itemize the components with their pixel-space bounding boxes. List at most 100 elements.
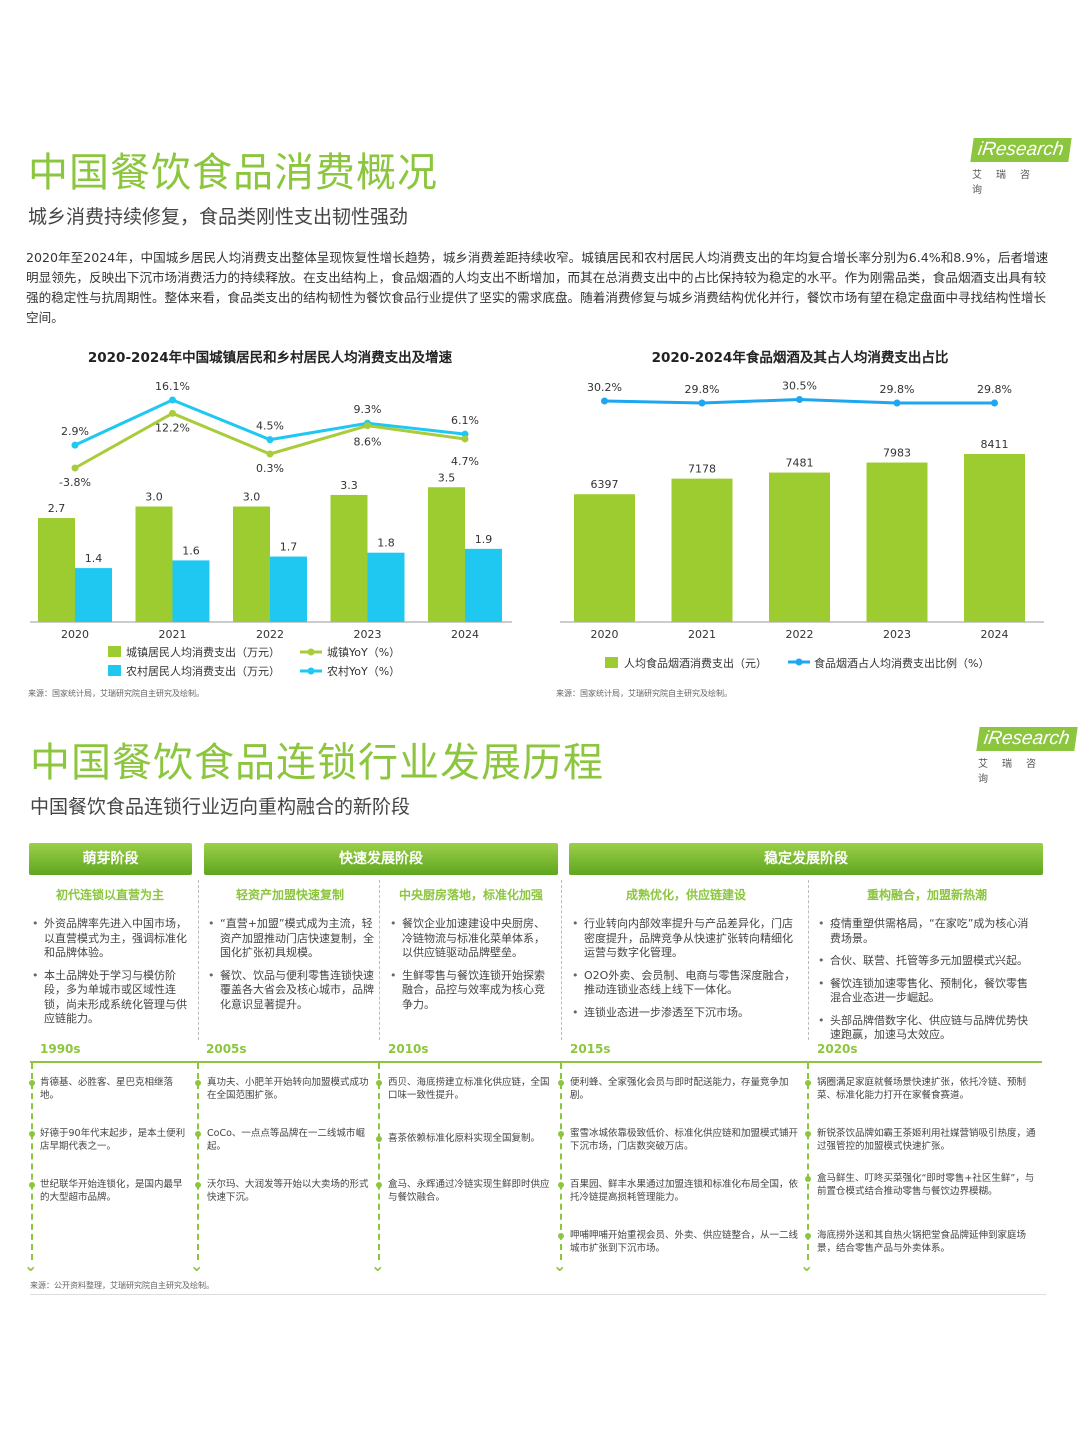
yoy-point (266, 450, 274, 458)
event-dot (376, 1080, 382, 1086)
event-text: 西贝、海底捞建立标准化供应链，全国口味一致性提升。 (388, 1077, 550, 1101)
phase-bullets: “直营+加盟”模式成为主流，轻资产加盟推动门店快速复制，全国化扩张初具规模。 餐… (206, 917, 374, 1012)
legend-label: 农村居民人均消费支出（万元） (126, 664, 280, 678)
year-label: 2010s (388, 1042, 429, 1056)
legend-marker (795, 658, 803, 666)
legend-label: 人均食品烟酒消费支出（元） (624, 656, 767, 670)
stage-rapid: 快速发展阶段 (204, 843, 558, 875)
event-dot (558, 1233, 564, 1239)
yoy-urban-label: 0.3% (256, 462, 284, 475)
bar-value-label: 7178 (688, 463, 716, 476)
yoy-point (169, 396, 176, 404)
section2-title: 中国餐饮食品连锁行业发展历程 (30, 740, 604, 786)
timeline-axis (30, 1061, 1042, 1063)
event-text: 肯德基、必胜客、星巴克相继落地。 (40, 1077, 174, 1101)
event-text: 新锐茶饮品牌如霸王茶姬利用社媒营销吸引热度，通过强管控的加盟模式快速扩张。 (817, 1128, 1036, 1152)
bar-rural (172, 560, 210, 622)
event-text: 呷哺呷哺开始重视会员、外卖、供应链整合，从一二线城市扩张到下沉市场。 (570, 1230, 799, 1254)
phase-title: 初代连锁以直营为主 (55, 888, 164, 902)
bar-food-spending (671, 478, 733, 622)
event-text: 世纪联华开始连锁化，是国内最早的大型超市品牌。 (40, 1179, 183, 1203)
year-label: 2015s (570, 1042, 611, 1056)
event-text: 海底捞外送和其自热火锅把堂食品牌延伸到家庭场景，结合零售产品与外卖体系。 (817, 1230, 1027, 1254)
phase-3: 中央厨房落地，标准化加强 餐饮企业加速建设中央厨房、冷链物流与标准化菜单体系，以… (388, 886, 554, 1020)
bar-value-label: 7983 (883, 447, 911, 460)
phase-separator (198, 880, 199, 1040)
bar-rural (465, 548, 502, 622)
yoy-point (71, 464, 79, 472)
x-tick-label: 2024 (451, 628, 479, 641)
share-point (893, 399, 901, 407)
x-tick-label: 2020 (591, 628, 619, 641)
bar-urban-label: 3.0 (145, 491, 163, 504)
phase-bullet: 行业转向内部效率提升与产品差异化，门店密度提升，品牌竞争从快速扩张转向精细化运营… (570, 917, 802, 961)
share-label: 30.2% (587, 381, 622, 394)
yoy-urban-label: 4.7% (451, 455, 479, 468)
phase-1: 初代连锁以直营为主 外资品牌率先进入中国市场，以直营模式为主，强调标准化和品牌体… (30, 886, 190, 1035)
stage-sprout: 萌芽阶段 (29, 843, 192, 875)
phase-bullet: 餐饮连锁加速零售化、预制化，餐饮零售混合业态进一步崛起。 (816, 977, 1038, 1006)
share-point (991, 399, 998, 407)
bottom-divider (30, 1294, 1046, 1295)
bar-rural (367, 552, 405, 622)
phase-separator (808, 880, 809, 1040)
bar-rural-label: 1.6 (182, 544, 200, 557)
bar-urban (330, 494, 368, 622)
timeline-branch (197, 1063, 199, 1260)
event-dot (195, 1182, 201, 1188)
logo-mark-2: iResearch (976, 727, 1078, 751)
phase-bullet: 本土品牌处于学习与模仿阶段，多为单城市或区域性连锁，尚未形成系统化管理与供应链能… (30, 969, 190, 1027)
event-text: 锅圈满足家庭就餐场景快速扩张，依托冷链、预制菜、标准化能力打开在家餐食赛道。 (817, 1077, 1027, 1101)
chevron-down-icon: ⌄ (24, 1256, 38, 1275)
legend-label: 农村YoY（%） (327, 664, 400, 678)
yoy-urban-label: 12.2% (155, 421, 190, 434)
yoy-point (461, 435, 469, 443)
year-label: 1990s (40, 1042, 81, 1056)
yoy-rural-label: 4.5% (256, 420, 284, 433)
section1-subtitle: 城乡消费持续修复，食品类刚性支出韧性强劲 (28, 206, 409, 228)
phase-bullet: 连锁业态进一步渗透至下沉市场。 (570, 1006, 802, 1021)
yoy-rural-label: 16.1% (155, 380, 190, 393)
year-label: 2005s (206, 1042, 247, 1056)
event-dot (558, 1080, 564, 1086)
event-text: CoCo、一点点等品牌在一二线城市崛起。 (207, 1128, 365, 1152)
bar-urban (233, 506, 270, 622)
x-tick-label: 2024 (981, 628, 1009, 641)
timeline-branch (378, 1063, 380, 1260)
event-dot (29, 1080, 35, 1086)
phase-separator (379, 880, 380, 1040)
bar-rural-label: 1.4 (85, 552, 103, 565)
yoy-rural-label: 6.1% (451, 414, 479, 427)
chart1: 2.7 1.4 2020 3.0 1.6 2021 3.0 1.7 2022 3.3 1.8 2023… (30, 380, 512, 678)
event-dot (29, 1131, 35, 1137)
yoy-point (266, 436, 274, 444)
phase-2: 轻资产加盟快速复制 “直营+加盟”模式成为主流，轻资产加盟推动门店快速复制，全国… (206, 886, 374, 1020)
legend-marker-rural (307, 667, 315, 675)
bar-value-label: 6397 (591, 478, 619, 491)
share-label: 29.8% (977, 383, 1012, 396)
bar-urban-label: 3.3 (340, 479, 358, 492)
phase-title: 重构融合，加盟新热潮 (866, 888, 987, 902)
bar-rural-label: 1.7 (280, 541, 298, 554)
bar-urban-label: 3.5 (438, 471, 456, 484)
event-text: 沃尔玛、大润发等开始以大卖场的形式快速下沉。 (207, 1179, 369, 1203)
yoy-point (71, 441, 79, 449)
chevron-down-icon: ⌄ (190, 1256, 204, 1275)
bar-urban (135, 506, 173, 622)
event-dot (195, 1131, 201, 1137)
iresearch-logo: iResearch 艾瑞咨询 (970, 138, 1072, 196)
legend-swatch-bar (605, 657, 618, 668)
event-dot (805, 1233, 811, 1239)
phase-bullet: 合伙、联营、托管等多元加盟模式兴起。 (816, 954, 1038, 969)
legend-label: 城镇居民人均消费支出（万元） (126, 645, 280, 659)
yoy-point (461, 430, 469, 438)
logo-subtitle-2: 艾瑞咨询 (978, 759, 1050, 785)
bar-food-spending (964, 454, 1025, 622)
x-tick-label: 2022 (256, 628, 284, 641)
legend-swatch-rural (108, 665, 121, 676)
share-point (601, 397, 608, 405)
event-dot (805, 1080, 811, 1086)
bar-food-spending (866, 462, 928, 622)
share-point (698, 399, 706, 407)
timeline-branch (560, 1063, 562, 1260)
